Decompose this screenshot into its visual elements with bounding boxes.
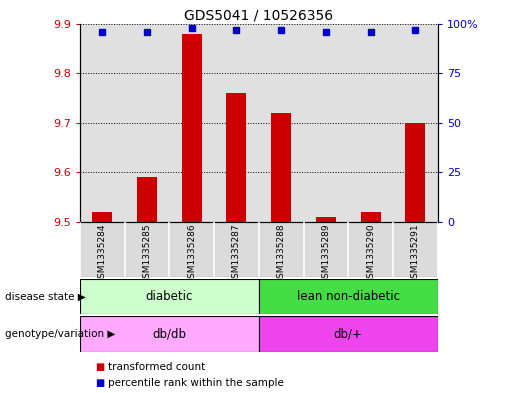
Bar bbox=[80, 24, 125, 222]
Bar bbox=[125, 222, 169, 277]
Text: GSM1335284: GSM1335284 bbox=[98, 224, 107, 284]
Bar bbox=[259, 24, 303, 222]
Bar bbox=[348, 24, 393, 222]
Text: GSM1335290: GSM1335290 bbox=[366, 224, 375, 284]
Bar bbox=[92, 212, 112, 222]
Bar bbox=[303, 222, 348, 277]
Text: GSM1335285: GSM1335285 bbox=[143, 224, 151, 284]
Bar bbox=[80, 316, 259, 352]
Bar bbox=[214, 222, 259, 277]
Bar bbox=[80, 279, 259, 314]
Bar bbox=[271, 113, 291, 222]
Text: db/db: db/db bbox=[152, 327, 186, 341]
Text: GSM1335288: GSM1335288 bbox=[277, 224, 286, 284]
Bar bbox=[316, 217, 336, 222]
Bar bbox=[182, 33, 202, 222]
Text: lean non-diabetic: lean non-diabetic bbox=[297, 290, 400, 303]
Bar bbox=[80, 222, 125, 277]
Bar bbox=[169, 24, 214, 222]
Title: GDS5041 / 10526356: GDS5041 / 10526356 bbox=[184, 8, 333, 22]
Text: ■: ■ bbox=[95, 378, 105, 388]
Text: GSM1335286: GSM1335286 bbox=[187, 224, 196, 284]
Text: GSM1335287: GSM1335287 bbox=[232, 224, 241, 284]
Text: db/+: db/+ bbox=[334, 327, 363, 341]
Bar bbox=[227, 93, 247, 222]
Text: GSM1335291: GSM1335291 bbox=[411, 224, 420, 284]
Bar bbox=[303, 24, 348, 222]
Bar bbox=[214, 24, 259, 222]
Bar bbox=[348, 222, 393, 277]
Text: disease state ▶: disease state ▶ bbox=[5, 292, 86, 302]
Bar bbox=[259, 222, 303, 277]
Text: genotype/variation ▶: genotype/variation ▶ bbox=[5, 329, 115, 339]
Bar bbox=[137, 177, 157, 222]
Bar bbox=[393, 222, 438, 277]
Bar bbox=[259, 316, 438, 352]
Text: ■: ■ bbox=[95, 362, 105, 372]
Text: percentile rank within the sample: percentile rank within the sample bbox=[108, 378, 284, 388]
Bar bbox=[125, 24, 169, 222]
Bar bbox=[169, 222, 214, 277]
Bar bbox=[405, 123, 425, 222]
Text: GSM1335289: GSM1335289 bbox=[321, 224, 331, 284]
Bar bbox=[393, 24, 438, 222]
Text: transformed count: transformed count bbox=[108, 362, 205, 372]
Bar bbox=[259, 279, 438, 314]
Text: diabetic: diabetic bbox=[146, 290, 193, 303]
Bar bbox=[360, 212, 381, 222]
